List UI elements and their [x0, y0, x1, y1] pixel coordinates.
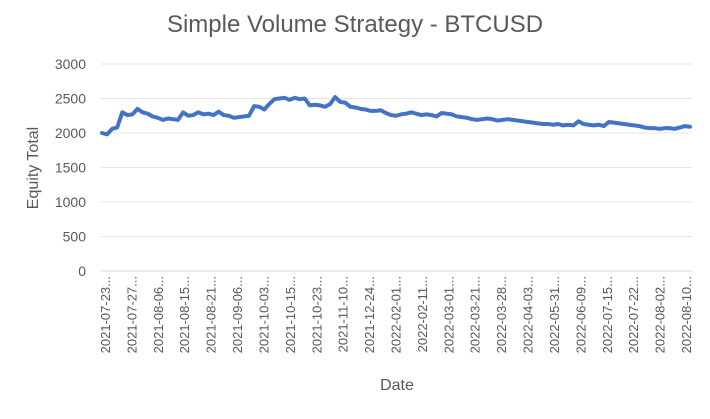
x-axis-ticks: 2021-07-23... 2021-07-27... 2021-08-06... 2…: [98, 276, 694, 353]
x-tick-label: 2021-08-15...: [177, 276, 192, 353]
x-tick-label: 2022-06-09...: [573, 276, 588, 353]
y-tick-label: 2000: [55, 125, 86, 141]
chart-title: Simple Volume Strategy - BTCUSD: [167, 11, 543, 38]
x-tick-label: 2021-08-06...: [151, 276, 166, 353]
x-tick-label: 2021-07-23...: [98, 276, 113, 353]
series-line: [100, 95, 692, 137]
x-tick-label: 2022-02-01...: [389, 276, 404, 353]
x-tick-label: 2022-03-01...: [441, 276, 456, 353]
x-tick-label: 2021-09-06...: [230, 276, 245, 353]
x-tick-label: 2022-07-22...: [626, 276, 641, 353]
y-tick-label: 3000: [55, 56, 86, 72]
x-tick-label: 2021-10-15...: [283, 276, 298, 353]
x-tick-label: 2022-08-02...: [653, 276, 668, 353]
x-tick-label: 2022-03-21...: [468, 276, 483, 353]
y-tick-label: 0: [78, 263, 86, 279]
y-tick-label: 1000: [55, 194, 86, 210]
x-tick-label: 2021-10-03...: [256, 276, 271, 353]
gridlines: [101, 63, 692, 272]
x-tick-label: 2021-10-23...: [309, 276, 324, 353]
y-axis-title: Equity Total: [25, 127, 42, 209]
x-tick-label: 2021-07-27...: [124, 276, 139, 353]
y-tick-label: 1500: [55, 160, 86, 176]
x-tick-label: 2021-12-24...: [362, 276, 377, 353]
y-axis-ticks: 0 500 1000 1500 2000 2500 3000: [55, 56, 86, 279]
x-tick-label: 2022-08-10...: [679, 276, 694, 353]
x-tick-label: 2021-08-21...: [204, 276, 219, 353]
x-tick-label: 2022-02-11...: [415, 276, 430, 352]
x-tick-label: 2022-04-03...: [521, 276, 536, 353]
x-tick-label: 2022-05-31...: [547, 276, 562, 353]
y-tick-label: 2500: [55, 91, 86, 107]
x-tick-label: 2022-03-28...: [494, 276, 509, 353]
x-axis-title: Date: [380, 377, 414, 394]
x-tick-label: 2022-07-15...: [600, 276, 615, 353]
x-tick-label: 2021-11-10...: [336, 276, 351, 352]
y-tick-label: 500: [63, 229, 87, 245]
